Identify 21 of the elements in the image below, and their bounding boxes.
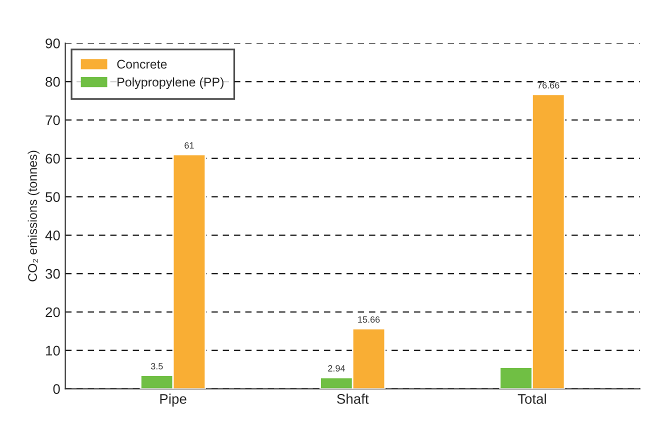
y-tick-label: 10 (46, 346, 60, 356)
data-label: 3.5 (150, 363, 163, 370)
y-tick-label: 60 (46, 154, 60, 164)
data-label: 61 (184, 142, 194, 149)
data-label: 2.94 (328, 365, 345, 372)
y-tick-label: 80 (46, 76, 60, 87)
y-axis-title: CO₂ emissions (tonnes) (28, 150, 40, 282)
legend-label: Polypropylene (PP) (118, 77, 224, 90)
y-tick-label: 40 (45, 230, 60, 240)
y-tick-label: 70 (46, 115, 60, 126)
y-tick-label: 30 (46, 268, 60, 279)
data-label: 15.66 (358, 316, 380, 323)
data-label: 76.66 (538, 82, 560, 88)
y-tick-label: 0 (53, 384, 60, 394)
y-tick-label: 20 (46, 307, 60, 318)
x-tick-label: Pipe (160, 394, 186, 407)
y-tick-label: 90 (46, 38, 60, 48)
x-tick-label: Total (518, 394, 546, 404)
x-tick-label: Shaft (337, 394, 369, 404)
legend-label: Concrete (117, 60, 167, 69)
y-tick-label: 50 (46, 192, 60, 202)
